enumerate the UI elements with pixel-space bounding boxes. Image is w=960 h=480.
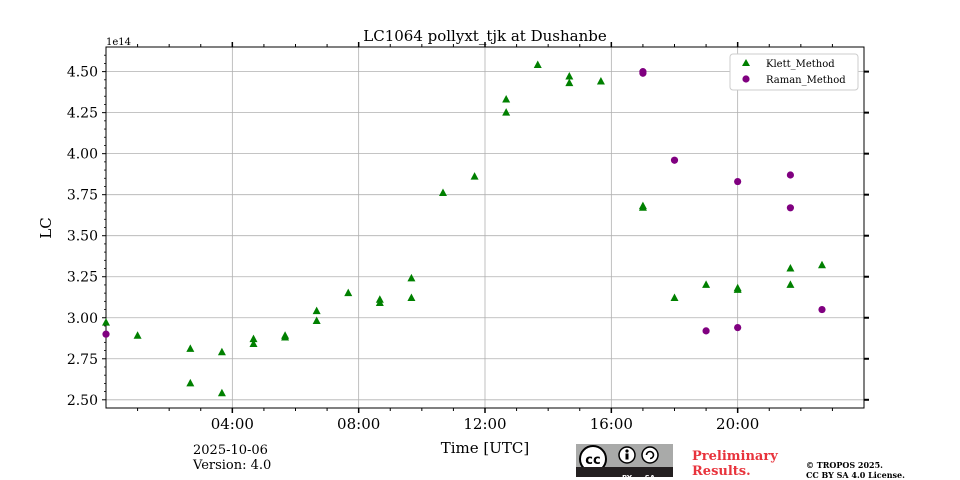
klett-point — [186, 344, 195, 352]
klett-point — [407, 273, 416, 282]
klett-point — [217, 347, 226, 356]
raman-point — [639, 69, 647, 77]
preliminary-notice: Preliminary Results. — [692, 449, 778, 479]
y-tick-label: 4.50 — [67, 65, 98, 81]
chart-title: LC1064 pollyxt_tjk at Dushanbe — [363, 27, 607, 45]
y-tick-label: 3.00 — [67, 311, 98, 327]
x-tick-label: 16:00 — [590, 415, 633, 433]
cc-license-badge: cc BY SA — [576, 444, 673, 477]
cc-by-text: BY — [622, 474, 633, 477]
klett-point — [817, 260, 826, 269]
raman-point — [102, 330, 110, 338]
klett-point — [670, 293, 679, 302]
grid-lines — [106, 47, 864, 408]
klett-point — [133, 331, 142, 339]
klett-point — [102, 318, 110, 326]
klett-point — [407, 293, 416, 302]
klett-point — [375, 298, 384, 306]
klett-point — [702, 280, 711, 288]
legend: Klett_Method Raman_Method — [729, 53, 859, 91]
y-multiplier-label: 1e14 — [106, 37, 131, 48]
legend-label-raman: Raman_Method — [766, 75, 846, 86]
klett-point — [596, 76, 605, 85]
klett-point — [638, 203, 647, 211]
y-tick-label: 2.75 — [67, 352, 98, 368]
klett-point — [186, 378, 195, 387]
y-tick-label: 3.75 — [67, 188, 98, 204]
preliminary-line-2: Results. — [692, 464, 751, 479]
klett-point — [565, 78, 574, 87]
raman-point — [786, 171, 795, 179]
axis-ticks: 2.50 2.75 3.00 3.25 3.50 3.75 4.00 4.25 4.50 04:0… — [67, 42, 869, 433]
klett-point — [249, 334, 258, 343]
raman-point — [734, 323, 742, 332]
date-label: 2025-10-06 — [193, 443, 268, 458]
preliminary-line-1: Preliminary — [692, 449, 778, 464]
raman-point — [670, 156, 679, 164]
klett-point — [733, 285, 742, 293]
klett-point — [786, 280, 795, 288]
attribution-head-icon — [625, 449, 629, 453]
raman-point — [734, 177, 742, 186]
cc-sa-text: SA — [645, 474, 656, 477]
klett-point — [565, 72, 574, 80]
x-tick-label: 08:00 — [337, 415, 380, 433]
klett-point — [217, 388, 226, 397]
klett-point — [249, 339, 258, 348]
klett-point — [502, 95, 511, 103]
raman-point — [818, 305, 826, 314]
legend-box — [729, 53, 859, 91]
y-tick-label: 3.50 — [67, 229, 98, 245]
raman-point — [786, 204, 795, 212]
klett-point — [786, 264, 795, 272]
x-tick-label: 04:00 — [211, 415, 254, 433]
legend-marker-klett — [742, 59, 750, 66]
share-alike-arrow-icon — [645, 450, 655, 460]
y-tick-label: 2.50 — [67, 393, 98, 409]
klett-point — [312, 316, 321, 325]
y-tick-label: 3.25 — [67, 270, 98, 286]
cc-strip: BY SA — [576, 467, 673, 477]
x-tick-label: 20:00 — [716, 415, 759, 433]
klett-point — [470, 172, 479, 180]
y-tick-label: 4.25 — [67, 106, 98, 122]
x-tick-label: 12:00 — [463, 415, 506, 433]
data-points — [102, 60, 826, 397]
y-axis-label: LC — [37, 217, 55, 238]
klett-point — [502, 108, 511, 116]
klett-point — [438, 188, 447, 197]
attribution-body-icon — [625, 453, 629, 460]
cc-badge-graphic: cc — [579, 445, 659, 473]
x-axis-label: Time [UTC] — [441, 439, 530, 457]
license-notice: © TROPOS 2025. CC BY SA 4.0 License. — [806, 460, 905, 480]
klett-point — [281, 332, 290, 341]
raman-point — [702, 327, 710, 335]
version-label: Version: 4.0 — [193, 458, 272, 473]
klett-point — [533, 60, 542, 69]
license-line-1: © TROPOS 2025. — [806, 460, 883, 470]
share-alike-icon — [641, 446, 659, 464]
y-tick-label: 4.00 — [67, 147, 98, 163]
cc-logo-text: cc — [585, 453, 600, 468]
license-line-2: CC BY SA 4.0 License. — [806, 470, 905, 480]
klett-point — [312, 306, 321, 315]
klett-point — [344, 288, 353, 297]
legend-label-klett: Klett_Method — [766, 59, 835, 70]
legend-marker-raman — [742, 75, 750, 83]
